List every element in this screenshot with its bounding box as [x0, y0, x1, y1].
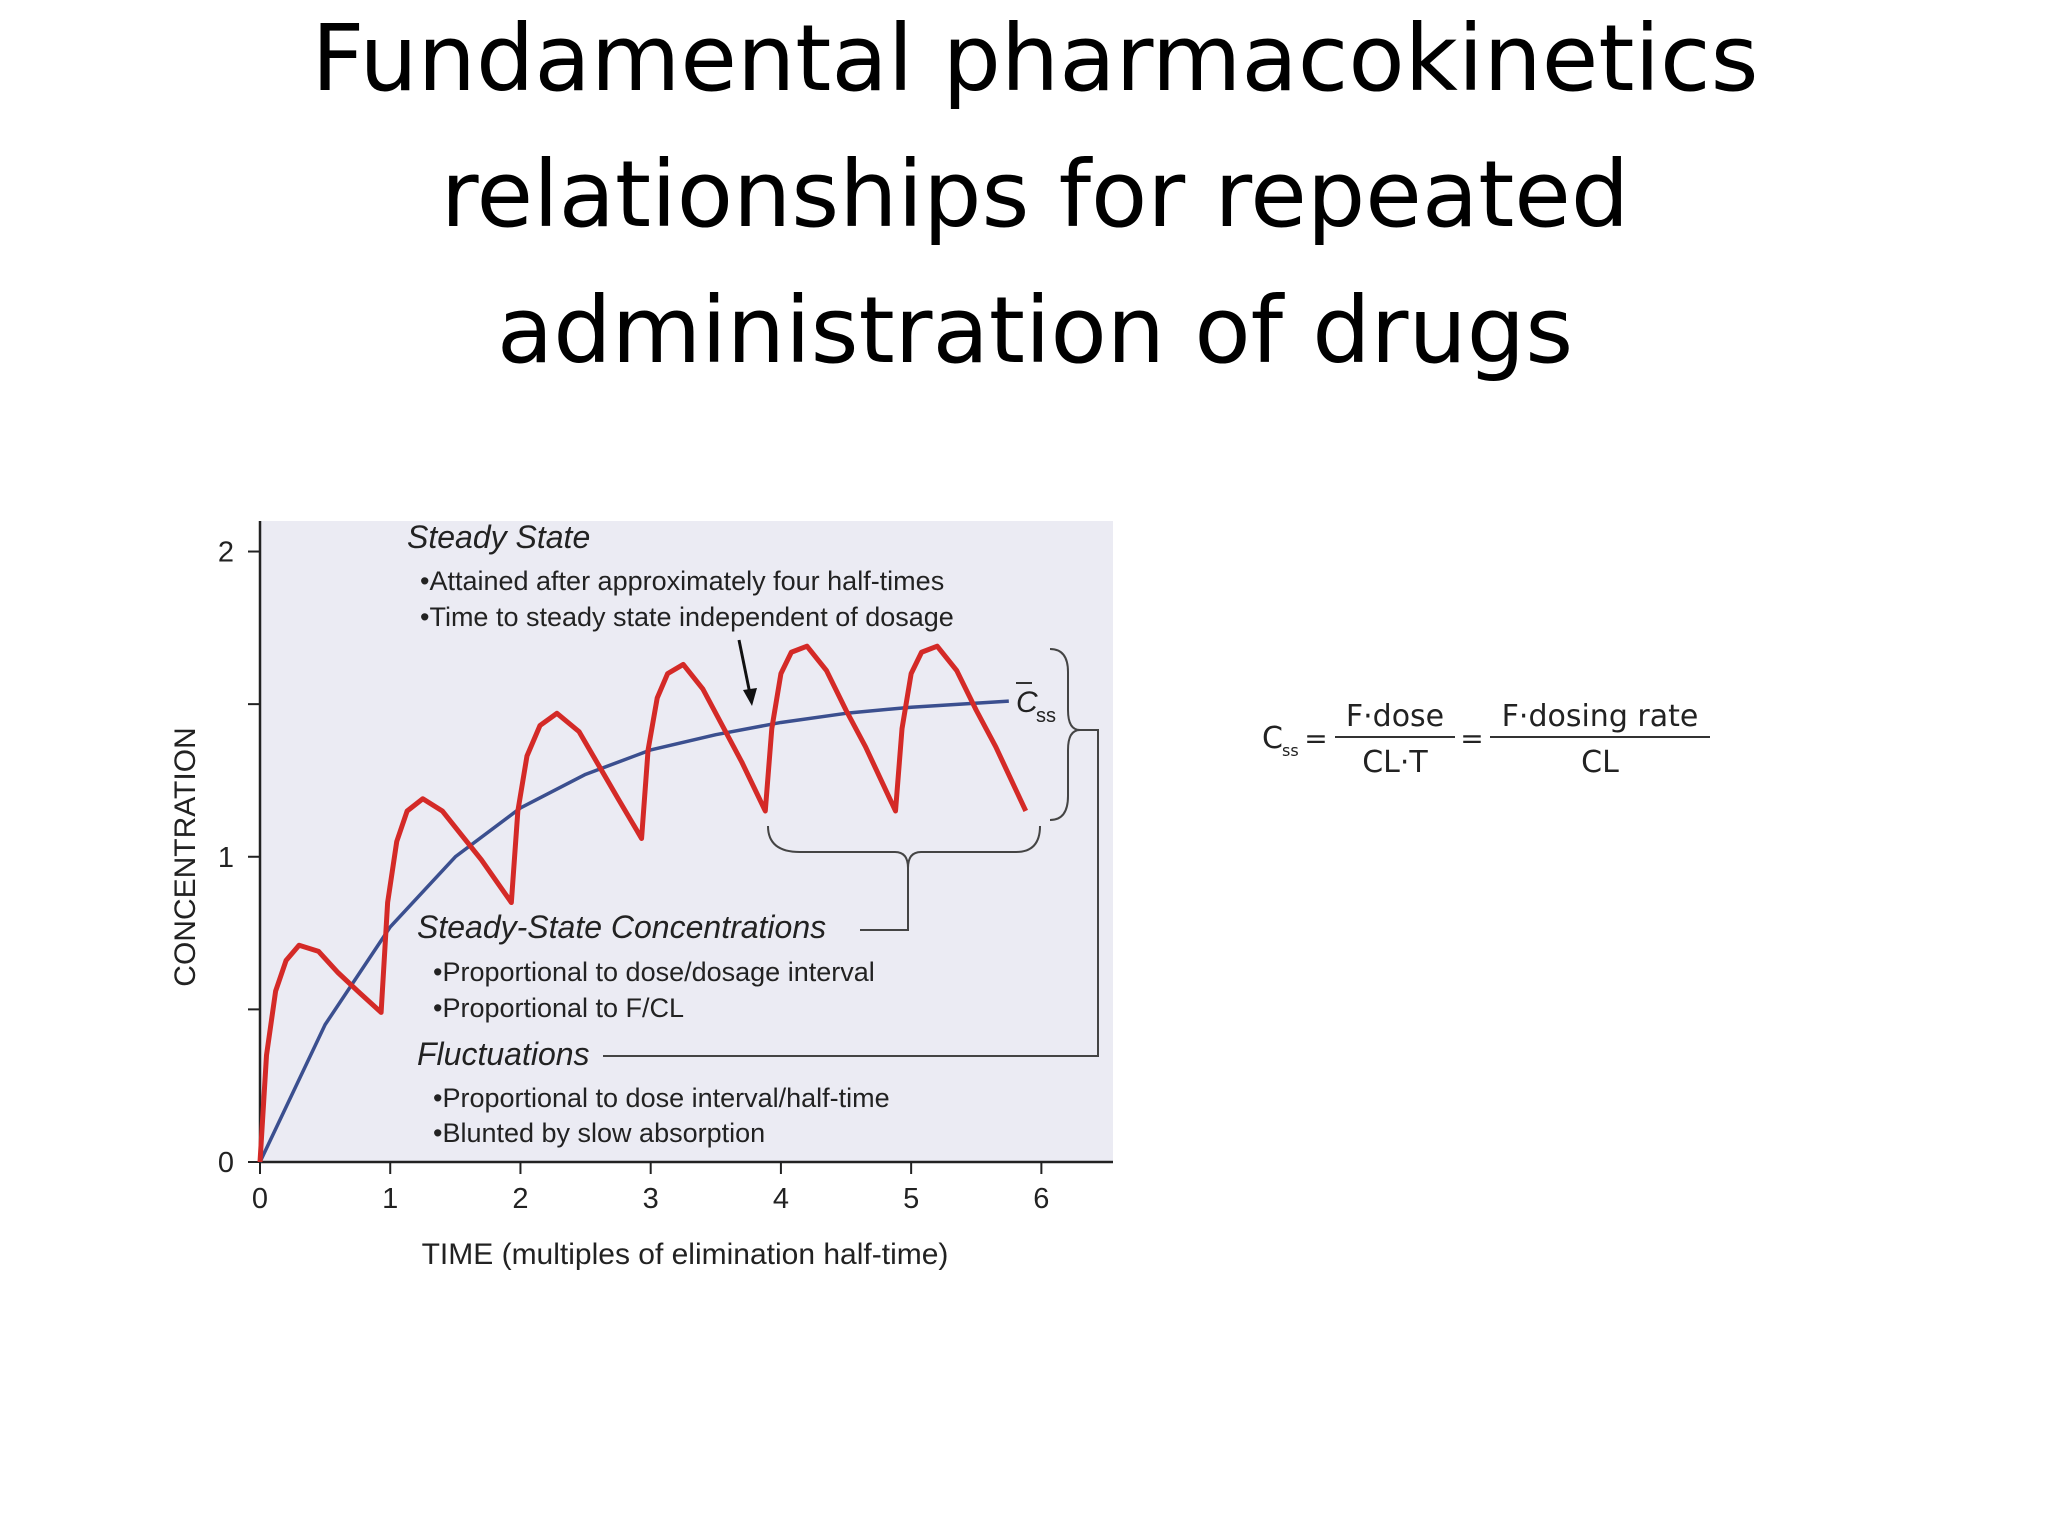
annotation: •Blunted by slow absorption — [433, 1118, 765, 1148]
slide-title: Fundamental pharmacokinetics — [311, 5, 1758, 112]
annotation: Steady State — [407, 519, 590, 555]
annotation: •Proportional to dose/dosage interval — [433, 957, 875, 987]
slide-title: administration of drugs — [497, 277, 1573, 384]
y-axis-title: CONCENTRATION — [169, 727, 202, 986]
annotation: •Proportional to dose interval/half-time — [433, 1083, 890, 1113]
annotation: •Attained after approximately four half-… — [420, 566, 944, 596]
x-axis-title: TIME (multiples of elimination half-time… — [422, 1238, 949, 1271]
annotation: ss — [1036, 705, 1056, 727]
connector — [860, 868, 909, 931]
y-tick-label: 1 — [218, 842, 234, 874]
series-line — [257, 643, 1029, 1163]
connector — [603, 729, 1099, 1057]
annotation: •Proportional to F/CL — [433, 993, 684, 1023]
formula-lhs: C — [1262, 721, 1283, 756]
annotation: C — [1016, 686, 1038, 719]
arrow — [737, 639, 752, 695]
formula-equals: = — [1460, 722, 1483, 755]
formula-den: CL — [1581, 745, 1619, 780]
formula-den: CL·T — [1362, 745, 1428, 780]
formula-equals: = — [1304, 722, 1327, 755]
x-tick-label: 5 — [903, 1183, 919, 1215]
annotation: Steady-State Concentrations — [417, 909, 826, 945]
slide-title: relationships for repeated — [441, 141, 1630, 248]
y-tick-label: 2 — [218, 537, 234, 569]
y-tick-label: 0 — [218, 1147, 234, 1179]
x-tick-label: 1 — [382, 1183, 398, 1215]
formula-num: F·dosing rate — [1502, 699, 1699, 734]
annotation: Fluctuations — [417, 1036, 590, 1072]
formula-num: F·dose — [1346, 699, 1444, 734]
x-tick-label: 4 — [773, 1183, 789, 1215]
x-tick-label: 0 — [252, 1183, 268, 1215]
x-tick-label: 2 — [512, 1183, 528, 1215]
arrow-head — [743, 688, 757, 706]
annotation: •Time to steady state independent of dos… — [420, 602, 954, 632]
x-tick-label: 3 — [643, 1183, 659, 1215]
formula-lhs-sub: ss — [1282, 741, 1299, 760]
x-tick-label: 6 — [1033, 1183, 1049, 1215]
series-line — [258, 699, 1009, 1163]
